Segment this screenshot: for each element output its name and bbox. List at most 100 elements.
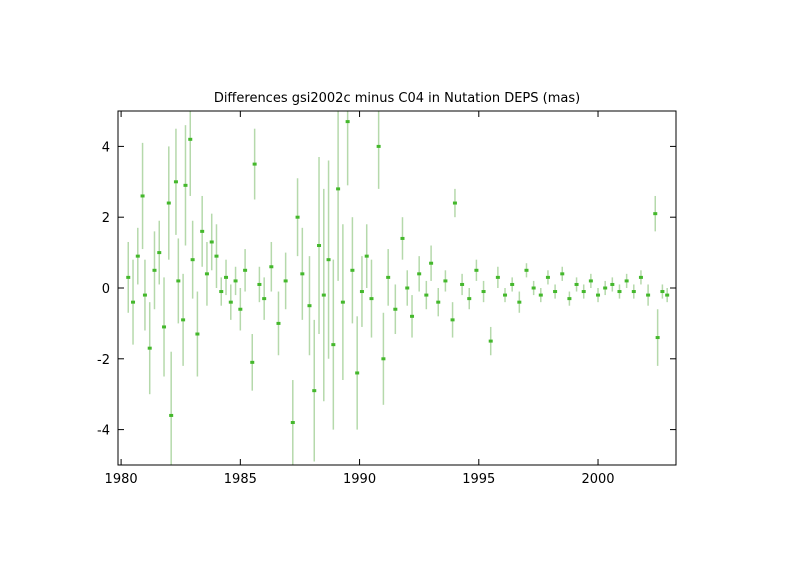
data-point [495,275,500,279]
data-point [321,293,326,297]
data-point [545,275,550,279]
data-point [190,258,195,262]
data-point [195,332,200,336]
data-point [665,293,670,297]
data-point [653,212,658,216]
data-point [131,300,136,304]
data-point [157,251,162,255]
data-point [269,265,274,269]
data-point [381,357,386,361]
data-point [574,282,579,286]
data-point [638,275,643,279]
data-point [238,307,243,311]
x-tick-label: 2000 [581,472,614,487]
data-point [603,286,608,290]
data-point [233,279,238,283]
data-point [355,371,360,375]
data-point [126,275,131,279]
data-point [183,183,188,187]
data-point [152,268,157,272]
x-tick-label: 1980 [105,472,138,487]
data-point [147,346,152,350]
data-point [169,413,174,417]
data-point [410,314,415,318]
data-point [295,215,300,219]
data-point [331,343,336,347]
data-point [376,144,381,148]
data-point [538,293,543,297]
y-tick-label: -2 [97,353,110,368]
data-point [617,290,622,294]
data-point [162,325,167,329]
data-point [283,279,288,283]
data-point [588,279,593,283]
data-point [326,258,331,262]
data-point [655,336,660,340]
data-point [503,293,508,297]
data-point [173,180,178,184]
data-point [452,201,457,205]
data-point [317,244,322,248]
data-point [631,290,636,294]
x-tick-label: 1990 [343,472,376,487]
data-point [460,282,465,286]
data-point [214,254,219,258]
data-point [300,272,305,276]
data-point [660,290,665,294]
data-point [400,236,405,240]
y-tick-label: 4 [102,140,110,155]
data-point [176,279,181,283]
data-point [517,300,522,304]
data-point [610,282,615,286]
data-point [567,297,572,301]
data-point [290,421,295,425]
data-point [646,293,651,297]
data-point [369,297,374,301]
data-point [531,286,536,290]
data-point [436,300,441,304]
data-point [350,268,355,272]
y-tick-label: 0 [102,282,110,297]
data-point [560,272,565,276]
data-point [224,275,229,279]
data-point [417,272,422,276]
data-point [252,162,257,166]
data-point [429,261,434,265]
data-point [553,290,558,294]
data-point [142,293,147,297]
data-point [166,201,171,205]
data-point [276,321,281,325]
data-point [467,297,472,301]
data-point [243,268,248,272]
data-point [424,293,429,297]
data-point [336,187,341,191]
data-point [219,290,224,294]
x-tick-label: 1995 [462,472,495,487]
data-point [510,282,515,286]
data-point [405,286,410,290]
data-point [181,318,186,322]
data-point [393,307,398,311]
data-point [474,268,479,272]
data-point [345,120,350,124]
chart-title: Differences gsi2002c minus C04 in Nutati… [214,91,580,106]
plot-area [126,111,670,465]
data-point [596,293,601,297]
data-point [624,279,629,283]
data-point [250,360,255,364]
data-point [443,279,448,283]
x-tick-label: 1985 [224,472,257,487]
data-point [481,290,486,294]
data-point [262,297,267,301]
data-point [312,389,317,393]
y-tick-label: 2 [102,211,110,226]
data-point [450,318,455,322]
data-point [204,272,209,276]
data-point [200,229,205,233]
data-point [340,300,345,304]
data-point [581,290,586,294]
data-point [209,240,214,244]
data-point [228,300,233,304]
data-point [188,137,193,141]
